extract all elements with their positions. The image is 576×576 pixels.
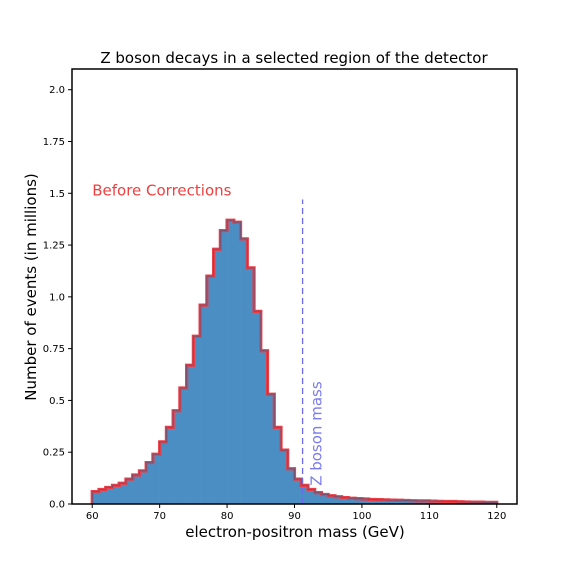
histogram-bar [361, 499, 369, 504]
y-axis-label: Number of events (in millions) [22, 173, 40, 400]
histogram-bar [294, 479, 302, 504]
histogram-bar [355, 498, 363, 504]
histogram-bar [220, 230, 228, 505]
histogram-bar [260, 350, 268, 504]
y-axis-tick-label: 0.0 [49, 500, 65, 511]
x-axis-tick-label: 60 [86, 511, 99, 522]
histogram-bar [179, 388, 187, 504]
histogram-bar [395, 500, 403, 504]
histogram-bar [146, 462, 154, 504]
histogram-bar [301, 485, 309, 504]
histogram-bar [382, 499, 390, 504]
y-axis-tick-label: 1.75 [43, 137, 65, 148]
histogram-bar [233, 222, 241, 505]
histogram-bar [328, 495, 336, 504]
x-axis-tick-label: 110 [420, 511, 439, 522]
histogram-bar [321, 494, 329, 504]
histogram-bar [402, 500, 410, 504]
histogram-bar [348, 498, 356, 504]
z-boson-mass-annotation: Z boson mass [307, 381, 325, 486]
histogram-bar [166, 427, 174, 504]
histogram-bar [200, 305, 208, 504]
histogram-bar [139, 470, 147, 504]
before-corrections-annotation: Before Corrections [92, 181, 231, 199]
histogram-bar [119, 483, 127, 504]
histogram-bar [368, 499, 376, 504]
histogram-bar [281, 450, 289, 504]
histogram-inner-outline [91, 219, 498, 504]
x-axis-tick-label: 120 [487, 511, 506, 522]
histogram-bar [240, 238, 248, 504]
histogram-bar [173, 410, 181, 504]
histogram-bar [254, 311, 262, 504]
histogram-bar [375, 499, 383, 504]
histogram-bar [105, 487, 113, 504]
y-axis-tick-label: 1.0 [49, 292, 65, 303]
histogram-bar [125, 479, 133, 504]
histogram-bar [206, 276, 214, 504]
histogram-bar [274, 427, 282, 504]
chart-title: Z boson decays in a selected region of t… [100, 49, 488, 67]
plot-background [72, 69, 517, 504]
x-axis-tick-label: 80 [221, 511, 234, 522]
x-axis-tick-label: 90 [288, 511, 301, 522]
histogram-bar [247, 267, 255, 504]
histogram-bar [193, 336, 201, 504]
y-axis-tick-label: 0.75 [43, 344, 65, 355]
y-axis-tick-label: 0.5 [49, 396, 65, 407]
y-axis-tick-label: 1.5 [49, 189, 65, 200]
x-axis-tick-label: 100 [352, 511, 371, 522]
histogram-bar [287, 468, 295, 504]
histogram-bar [112, 485, 120, 504]
histogram-bar [341, 497, 349, 504]
histogram-bar [159, 441, 167, 504]
histogram-bar [213, 249, 221, 504]
y-axis-tick-label: 0.25 [43, 448, 65, 459]
histogram-bar [186, 365, 194, 504]
histogram-bar [314, 492, 322, 504]
x-axis-label: electron-positron mass (GeV) [185, 523, 405, 541]
y-axis-tick-label: 1.25 [43, 241, 65, 252]
histogram-bar [334, 496, 342, 504]
plot-area: 60 70 80 90 100 110 120 0.0 0.25 0.5 0.75 1.0 1.25 1.… [43, 68, 518, 522]
x-axis-tick-label: 70 [153, 511, 166, 522]
histogram-bar [92, 491, 100, 504]
histogram-bar [307, 489, 316, 504]
y-axis-tick-label: 2.0 [49, 85, 65, 96]
histogram-bar [409, 500, 417, 504]
histogram-bar [152, 454, 160, 504]
histogram-bar [388, 500, 396, 504]
histogram-bar [132, 475, 140, 504]
histogram-bar [98, 489, 107, 504]
histogram-bar [227, 220, 235, 504]
histogram-bar [267, 394, 275, 504]
